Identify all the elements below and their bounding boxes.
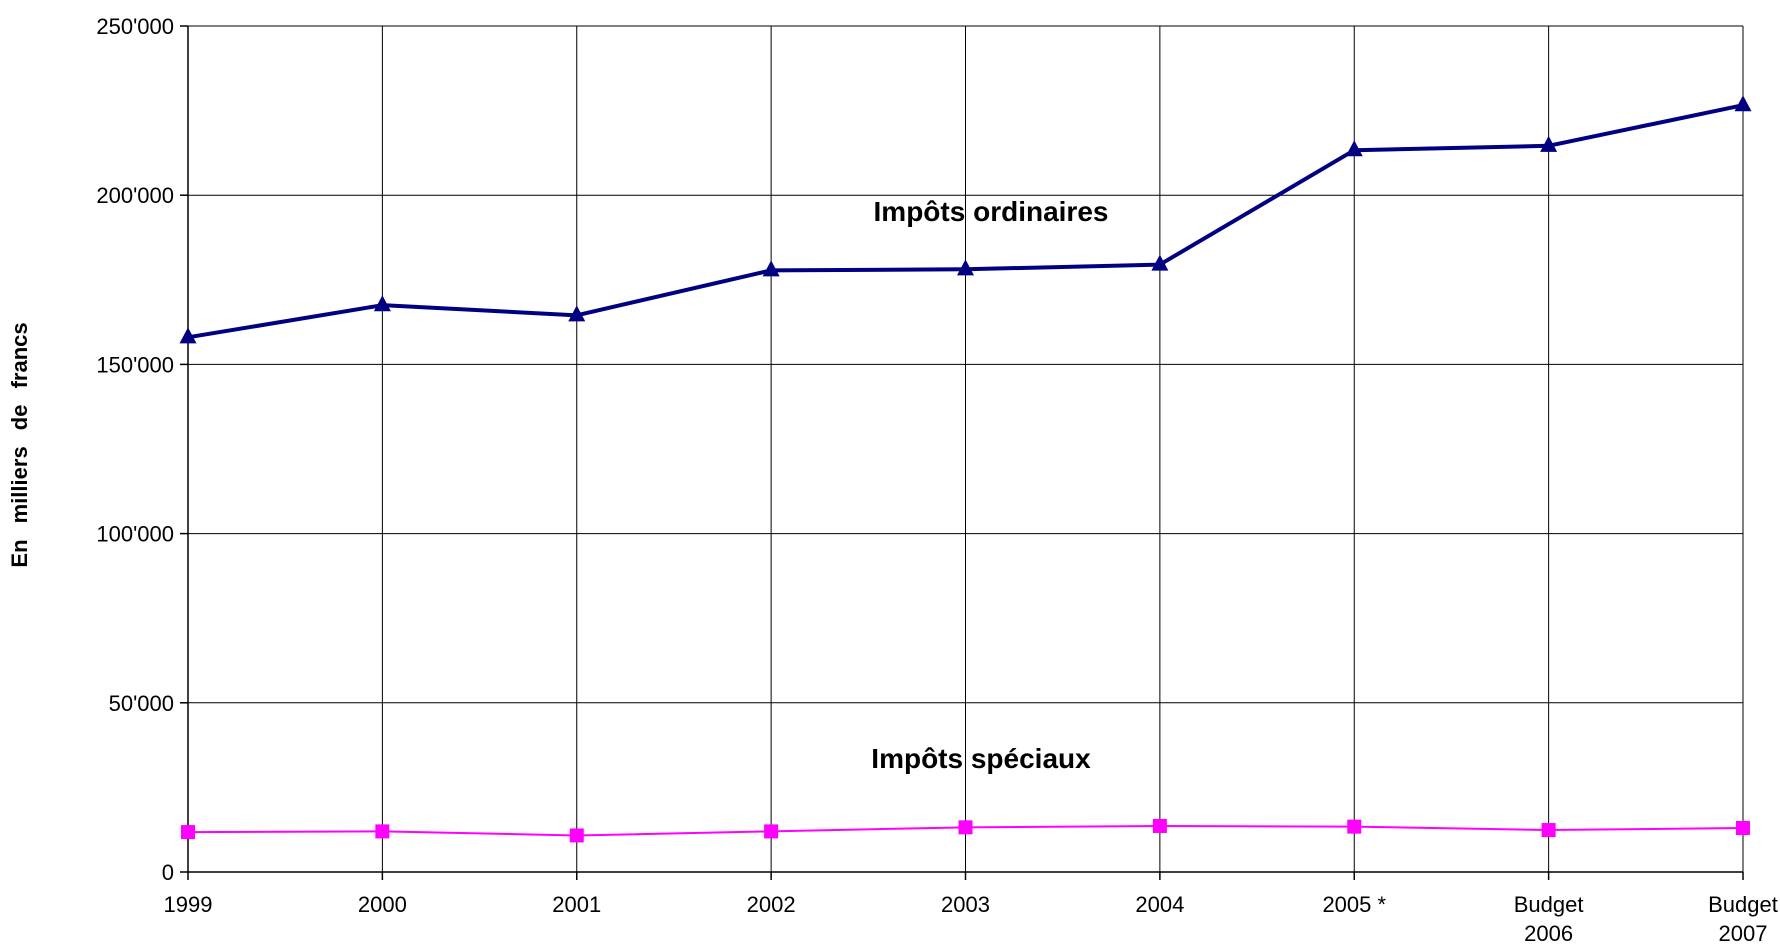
x-tick-label: 1999 — [164, 892, 213, 917]
data-point-impots-speciaux — [958, 820, 973, 835]
x-tick-label-line: 2003 — [941, 892, 990, 917]
y-tick-label: 200'000 — [96, 183, 174, 208]
x-tick-label-line: Budget — [1514, 892, 1584, 917]
data-point-impots-speciaux — [764, 824, 779, 839]
y-tick-label: 0 — [162, 860, 174, 885]
data-point-impots-speciaux — [181, 825, 195, 840]
x-tick-label-line: 1999 — [164, 892, 213, 917]
data-point-impots-speciaux — [1736, 821, 1750, 836]
x-tick-label: 2002 — [747, 892, 796, 917]
series-label-impots-ordinaires: Impôts ordinaires — [874, 196, 1109, 227]
x-tick-label-line: 2006 — [1524, 921, 1573, 946]
x-tick-label-line: 2005 * — [1322, 892, 1386, 917]
data-point-impots-speciaux — [1541, 823, 1556, 838]
data-point-impots-ordinaires — [1734, 95, 1752, 112]
x-tick-label-line: Budget — [1708, 892, 1778, 917]
x-tick-label-line: 2004 — [1135, 892, 1184, 917]
data-point-impots-speciaux — [1347, 819, 1362, 834]
x-tick-label: Budget 2006 — [1514, 892, 1584, 946]
y-tick-labels: 0 50'000 100'000 150'000 200'000 250'000 — [96, 14, 174, 885]
x-tick-label: 2005 * — [1322, 892, 1386, 917]
y-tick-label: 100'000 — [96, 522, 174, 547]
x-tick-label-line: 2002 — [747, 892, 796, 917]
data-point-impots-ordinaires — [179, 327, 197, 344]
data-point-impots-ordinaires — [373, 295, 391, 312]
data-point-impots-speciaux — [569, 828, 584, 843]
data-point-impots-ordinaires — [1345, 140, 1363, 157]
x-tick-label-line: 2007 — [1719, 921, 1768, 946]
y-tick-label: 150'000 — [96, 352, 174, 377]
data-point-impots-ordinaires — [957, 259, 974, 276]
data-point-impots-speciaux — [1152, 818, 1167, 833]
y-tick-label: 250'000 — [96, 14, 174, 39]
x-tick-labels: 1999 2000 2001 2002 2003 2004 2005 * Budget 2006… — [164, 892, 1778, 946]
x-tick-label: 2001 — [552, 892, 601, 917]
gridlines — [188, 25, 1744, 872]
series-label-impots-speciaux: Impôts spéciaux — [871, 743, 1091, 774]
data-point-impots-ordinaires — [762, 260, 780, 277]
y-axis-title: En milliers de francs — [7, 322, 32, 567]
x-tick-label-line: 2001 — [552, 892, 601, 917]
data-point-impots-speciaux — [375, 824, 390, 839]
data-point-impots-ordinaires — [568, 305, 586, 322]
data-point-impots-ordinaires — [1540, 135, 1558, 152]
x-tick-label-line: 2000 — [358, 892, 407, 917]
data-point-impots-ordinaires — [1151, 254, 1169, 271]
series-labels: Impôts ordinaires Impôts spéciaux — [871, 196, 1108, 774]
x-tick-label: 2003 — [941, 892, 990, 917]
axes — [180, 25, 1744, 880]
x-tick-label: 2004 — [1135, 892, 1184, 917]
y-tick-label: 50'000 — [109, 691, 174, 716]
series — [179, 95, 1752, 843]
x-tick-label: 2000 — [358, 892, 407, 917]
x-tick-label: Budget 2007 — [1708, 892, 1778, 946]
